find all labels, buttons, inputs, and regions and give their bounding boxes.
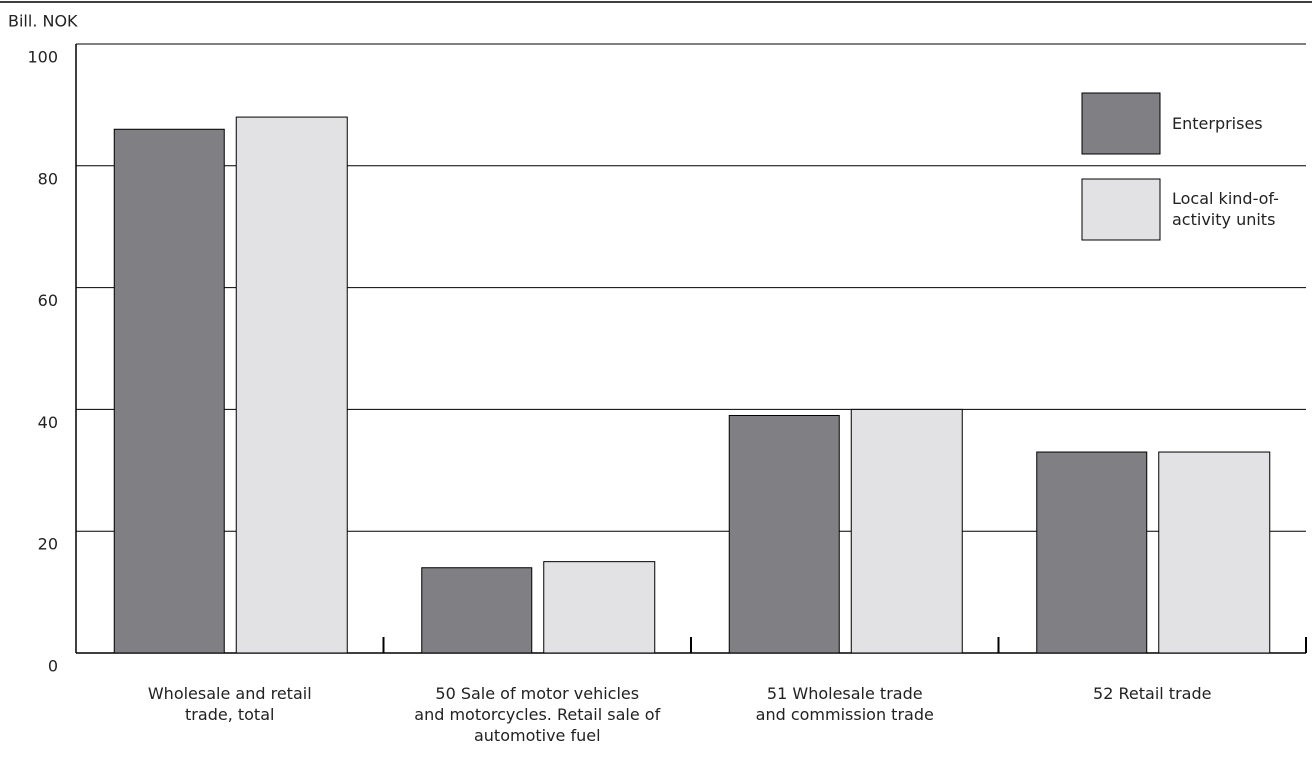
- x-tick-label: 51 Wholesale trade and commission trade: [755, 684, 934, 724]
- bar: [1036, 451, 1148, 654]
- legend-swatch: [1081, 92, 1161, 155]
- y-tick-label: 80: [38, 169, 58, 188]
- bar: [235, 116, 348, 654]
- x-tick-label: Wholesale and retail trade, total: [147, 684, 312, 724]
- bar: [850, 408, 963, 654]
- y-tick-label: 40: [38, 413, 58, 432]
- x-tick-label: 52 Retail trade: [1093, 684, 1212, 703]
- bar: [1158, 451, 1271, 654]
- bar: [113, 128, 225, 654]
- legend-label: Local kind-of-activity units: [1172, 189, 1279, 229]
- y-tick-label: 20: [38, 535, 58, 554]
- y-axis-label: Bill. NOK: [8, 12, 78, 31]
- bar: [728, 414, 840, 654]
- y-tick-label: 0: [48, 657, 58, 676]
- x-tick-label: 50 Sale of motor vehicles and motorcycle…: [414, 684, 661, 745]
- y-tick-label: 100: [27, 48, 58, 67]
- y-tick-label: 60: [38, 291, 58, 310]
- bar: [421, 567, 533, 654]
- legend-label: Enterprises: [1172, 113, 1263, 133]
- legend-swatch: [1081, 178, 1161, 241]
- bar: [543, 561, 656, 654]
